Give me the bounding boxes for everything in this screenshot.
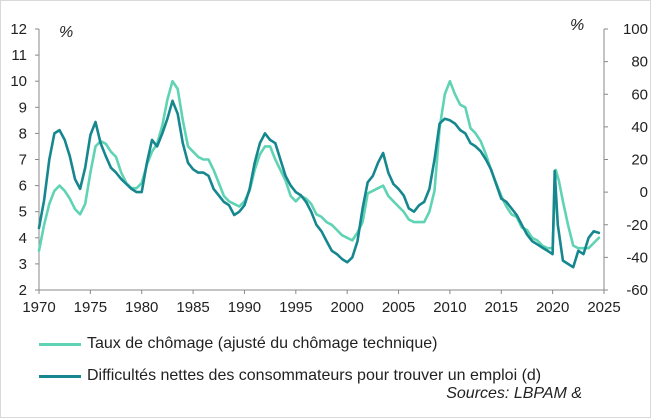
x-tick-label: 2010 [433, 299, 466, 316]
right-y-tick-label: 40 [631, 119, 648, 136]
source-note: Sources: LBPAM & [446, 385, 582, 402]
right-y-tick-label: -20 [626, 217, 648, 234]
left-axis-unit: % [59, 24, 73, 41]
left-y-tick-label: 5 [19, 204, 27, 221]
x-tick-label: 2015 [485, 299, 518, 316]
x-tick-label: 2020 [536, 299, 569, 316]
x-tick-label: 1990 [228, 299, 261, 316]
right-y-tick-label: 20 [631, 152, 648, 169]
x-tick-label: 2000 [330, 299, 363, 316]
x-tick-label: 1970 [22, 299, 55, 316]
right-y-tick-label: 100 [623, 21, 648, 38]
legend-swatch-unemployment [39, 342, 81, 346]
x-tick-label: 1995 [279, 299, 312, 316]
left-y-tick-label: 3 [19, 256, 27, 273]
right-y-tick-label: 80 [631, 54, 648, 71]
legend-label-job-difficulty: Difficultés nettes des consommateurs pou… [87, 367, 542, 384]
x-tick-label: 1975 [74, 299, 107, 316]
series-lines [37, 79, 601, 269]
right-y-tick-labels: -60 -40 -20 0 20 40 60 80 100 [604, 21, 648, 299]
legend-entry-unemployment: Taux de chômage (ajusté du chômage techn… [39, 333, 437, 355]
left-y-tick-label: 11 [11, 47, 27, 64]
left-y-tick-label: 10 [10, 73, 27, 90]
legend-entry-job-difficulty: Difficultés nettes des consommateurs pou… [39, 365, 541, 387]
left-y-tick-label: 6 [19, 178, 27, 195]
left-y-tick-label: 12 [10, 21, 27, 38]
x-tick-label: 2025 [587, 299, 620, 316]
right-y-tick-label: -40 [626, 249, 648, 266]
x-tick-label: 1985 [176, 299, 209, 316]
left-y-tick-label: 7 [19, 152, 27, 169]
series-line-job-difficulty [37, 99, 601, 269]
right-y-tick-label: -60 [626, 282, 648, 299]
left-y-tick-labels: 2 3 4 5 6 7 8 9 10 11 12 [10, 21, 39, 299]
series-line-unemployment [37, 79, 601, 253]
legend-label-unemployment: Taux de chômage (ajusté du chômage techn… [87, 335, 438, 352]
left-y-tick-label: 4 [19, 230, 27, 247]
right-axis-unit: % [570, 17, 584, 34]
x-tick-labels: 1970 1975 1980 1985 1990 1995 2000 2005 2010 2015… [22, 290, 621, 316]
right-y-tick-label: 60 [631, 86, 648, 103]
left-y-tick-label: 9 [19, 99, 27, 116]
legend-swatch-job-difficulty [39, 374, 81, 378]
left-y-tick-label: 2 [19, 282, 27, 299]
left-y-tick-label: 8 [19, 125, 27, 142]
x-tick-label: 2005 [382, 299, 415, 316]
axes-group [38, 29, 605, 291]
x-tick-label: 1980 [125, 299, 158, 316]
right-y-tick-label: 0 [640, 184, 648, 201]
